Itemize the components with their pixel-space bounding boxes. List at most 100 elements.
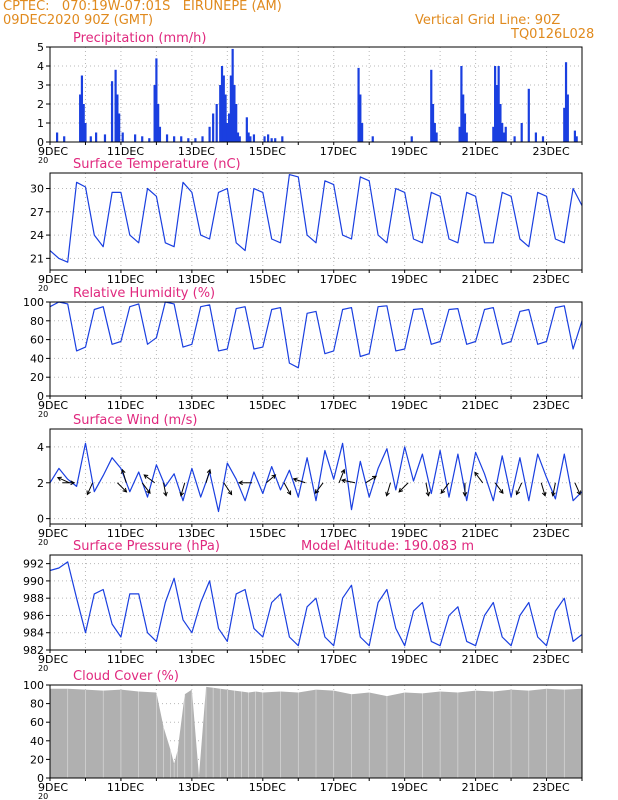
x-tick-label: 13DEC [178,399,215,412]
wind-arrowhead [551,491,556,497]
wind-arrowhead [385,491,390,497]
x-tick-label: 21DEC [462,653,499,666]
x-tick-label: 9DEC [38,527,68,540]
x-tick-label: 15DEC [249,527,286,540]
wind-vector [266,474,276,484]
x-tick-label: 11DEC [107,527,144,540]
precip-bar [541,136,545,142]
panel-title: Surface Wind (m/s) [73,413,197,428]
y-tick-label: 80 [30,698,44,711]
wind-arrowhead [163,491,168,497]
panel-title: Surface Temperature (nC) [73,157,241,172]
precip-bar [520,123,523,142]
precip-bar [82,104,85,142]
x-tick-year-label: 20 [38,664,48,673]
header-model-code: TQ0126L028 [511,27,595,42]
x-tick-label: 15DEC [249,653,286,666]
wind-vector [86,482,94,495]
precip-bar [564,62,568,143]
precip-bar [215,104,218,142]
x-tick-label: 11DEC [107,399,144,412]
x-tick-label: 23DEC [533,273,570,286]
panel-title: Surface Pressure (hPa) [73,539,220,554]
wind-vector [540,482,546,496]
panel-1: 21 24 27 30 9DEC 11DEC 13DEC 15DEC 17DEC 19DEC 21D… [30,157,583,293]
wind-arrowhead [70,480,76,486]
precip-bar [103,134,107,142]
x-tick-label: 17DEC [320,527,357,540]
precip-bar [233,85,236,142]
panel-title: Relative Humidity (%) [73,286,215,301]
wind-arrowhead [206,468,212,474]
wind-arrowhead [372,475,377,481]
x-tick-label: 23DEC [533,527,570,540]
panel-frame [49,301,583,397]
precip-bar [573,130,577,142]
header-grid-note: Vertical Grid Line: 90Z [415,13,561,28]
precip-bar [495,85,498,142]
precip-bar [494,66,497,142]
precip-bar [410,136,413,142]
wind-vector [341,479,356,484]
y-tick-label: 984 [23,627,44,640]
wind-arrowhead [121,468,126,474]
wind-arrowhead [340,468,346,474]
precip-bar [462,94,465,142]
x-tick-label: 21DEC [462,527,499,540]
precip-bar [252,134,256,142]
precip-bar [499,104,502,142]
precip-bar [134,134,137,142]
panel-2: 0 20 40 60 80 100 9DEC 11DEC 13DEC 15DEC 17DEC 19DE… [23,286,583,419]
y-tick-label: 40 [30,735,44,748]
series-line [49,442,583,513]
y-tick-label: 3 [37,79,44,92]
precip-bar [121,132,124,142]
precip-bar [194,138,197,142]
precip-bar [155,58,158,142]
precip-bar [501,123,504,142]
x-tick-label: 9DEC [38,273,68,286]
precip-bar [157,104,160,142]
wind-vector [440,482,450,494]
series-line [49,561,583,647]
precip-bar [148,138,151,142]
y-tick-label: 0 [37,772,44,785]
wind-arrowhead [286,490,292,496]
wind-arrowhead [86,490,91,496]
y-tick-label: 992 [23,558,44,571]
x-tick-label: 11DEC [107,145,144,158]
wind-arrowhead [122,487,128,493]
precip-bar [249,136,252,142]
wind-arrowhead [440,489,446,495]
x-tick-year-label: 20 [38,284,48,293]
header-location: CPTEC: 070:19W-07:01S EIRUNEPE (AM) [3,0,282,14]
wind-arrowhead [541,491,547,497]
x-tick-label: 11DEC [107,273,144,286]
x-tick-label: 17DEC [320,399,357,412]
precip-bar [281,136,284,142]
precip-bar [229,75,232,142]
precip-bar [201,136,204,142]
precip-bar [158,126,162,142]
precip-bar [55,132,59,142]
x-tick-label: 9DEC [38,653,68,666]
y-tick-label: 60 [30,334,44,347]
precip-bar [63,136,66,142]
panel-title: Cloud Cover (%) [73,669,179,684]
precip-bar [492,126,495,142]
wind-arrowhead [398,487,404,493]
wind-vector [180,482,186,496]
x-tick-year-label: 20 [38,156,48,165]
wind-vector [474,472,484,484]
precip-bar [228,113,231,142]
header-run-date: 09DEC2020 90Z (GMT) [3,13,154,28]
wind-arrowhead [227,490,233,496]
precip-bar [141,136,144,142]
wind-arrowhead [314,489,320,495]
x-tick-label: 19DEC [391,653,428,666]
precip-bar [231,48,234,142]
precip-bar [371,136,374,142]
precip-bar [212,113,215,142]
